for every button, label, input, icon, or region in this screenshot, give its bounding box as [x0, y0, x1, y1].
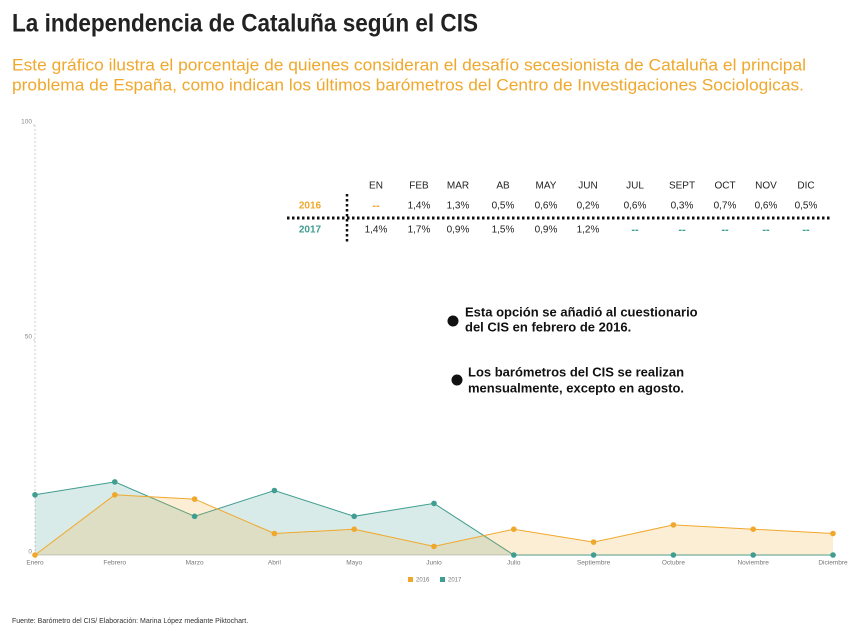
point — [830, 552, 836, 558]
legend-swatch — [440, 577, 445, 582]
table-cell: -- — [678, 224, 686, 236]
table-cell: -- — [762, 224, 770, 236]
point — [351, 526, 358, 532]
table-header: FEB — [409, 181, 429, 192]
table-header: MAY — [536, 181, 557, 192]
table-header: JUN — [578, 181, 597, 192]
point — [750, 552, 756, 558]
point — [431, 500, 437, 507]
x-tick-label: Octubre — [662, 560, 686, 567]
table-cell: 0,5% — [492, 201, 515, 212]
legend-swatch — [408, 577, 413, 582]
legend-label: 2017 — [448, 578, 462, 584]
point — [830, 530, 836, 537]
table-header: NOV — [755, 181, 777, 192]
table-header: DIC — [797, 181, 814, 192]
y-tick-label: 100 — [21, 119, 32, 126]
point — [750, 526, 756, 532]
note: Los barómetros del CIS se realizan — [468, 364, 684, 379]
x-tick-label: Marzo — [186, 560, 204, 567]
subtitle: Este gráfico ilustra el porcentaje de qu… — [12, 56, 806, 74]
table-header: SEPT — [669, 181, 695, 192]
area — [35, 481, 833, 555]
row-label: 2017 — [299, 225, 322, 236]
row-label: 2016 — [299, 201, 322, 212]
table-header: OCT — [714, 181, 735, 192]
table-header: EN — [369, 181, 383, 192]
table-cell: 0,5% — [795, 201, 818, 212]
table-cell: 0,9% — [447, 225, 470, 236]
table-header: MAR — [447, 181, 469, 192]
point — [271, 530, 278, 537]
table-cell: 0,7% — [714, 201, 737, 212]
point — [112, 479, 118, 485]
table-cell: -- — [631, 224, 639, 236]
table-cell: 0,9% — [535, 225, 558, 236]
x-tick-label: Diciembre — [818, 560, 848, 567]
x-tick-label: Enero — [26, 560, 44, 567]
point — [511, 526, 517, 532]
point — [191, 513, 198, 520]
point — [590, 539, 597, 545]
table-cell: 1,7% — [408, 225, 431, 236]
x-tick-label: Abril — [268, 560, 282, 567]
table-cell: 1,2% — [577, 225, 600, 236]
area — [35, 494, 833, 555]
table-cell: -- — [802, 224, 810, 236]
table-cell: 0,2% — [577, 201, 600, 212]
x-tick-label: Septiembre — [577, 560, 611, 567]
point — [112, 492, 118, 498]
table-cell: 1,3% — [447, 201, 470, 212]
table-cell: 0,6% — [755, 201, 778, 212]
point — [670, 522, 677, 528]
bullet — [447, 315, 459, 327]
note: Esta opción se añadió al cuestionario — [465, 304, 698, 319]
table-cell: -- — [721, 224, 729, 236]
table-cell: 0,6% — [624, 201, 647, 212]
table-cell: 1,4% — [408, 201, 431, 212]
point — [590, 552, 597, 558]
table-cell: 1,4% — [365, 225, 388, 236]
point — [511, 552, 517, 558]
point — [32, 492, 38, 498]
point — [191, 496, 198, 502]
table-cell: 0,3% — [671, 201, 694, 212]
bullet — [451, 374, 463, 386]
point — [32, 552, 38, 558]
point — [351, 513, 358, 520]
table-cell: 0,6% — [535, 201, 558, 212]
x-tick-label: Junio — [426, 560, 442, 567]
x-tick-label: Noviembre — [737, 560, 769, 567]
x-tick-label: Febrero — [103, 560, 126, 567]
subtitle: problema de España, como indican los últ… — [12, 76, 804, 94]
table-header: JUL — [626, 181, 644, 192]
point — [670, 552, 677, 558]
note: del CIS en febrero de 2016. — [465, 319, 631, 334]
legend-label: 2016 — [416, 578, 430, 584]
table-cell: 1,5% — [492, 225, 515, 236]
y-tick-label: 0 — [28, 549, 32, 556]
title: La independencia de Cataluña según el CI… — [12, 10, 478, 38]
y-tick-label: 50 — [25, 334, 33, 341]
table-header: AB — [496, 181, 510, 192]
note: mensualmente, excepto en agosto. — [468, 380, 684, 395]
x-tick-label: Mayo — [346, 560, 362, 567]
source: Fuente: Barómetro del CIS/ Elaboración: … — [12, 618, 248, 625]
point — [271, 487, 278, 494]
x-tick-label: Julio — [507, 560, 521, 567]
table-cell: -- — [372, 200, 380, 212]
point — [431, 543, 437, 550]
